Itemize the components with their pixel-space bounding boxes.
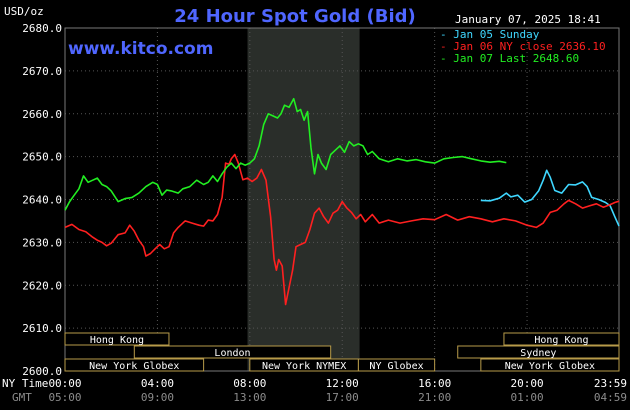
x-axis-ticks: 00:00 04:00 08:00 12:00 16:00 20:00 23:59 05:00… (48, 377, 627, 404)
x-tick-ny-label: 00:00 (48, 377, 81, 390)
trading-sessions: Hong Kong Hong Kong London Sydney New York G… (64, 332, 620, 372)
y-tick-label: 2680.0 (22, 22, 62, 35)
x-tick-ny-label: 16:00 (418, 377, 451, 390)
session-label: London (214, 348, 250, 359)
x-tick-gmt-label: 21:00 (418, 391, 451, 404)
session-label: New York Globex (89, 361, 179, 372)
y-axis-ticks: 2680.0 2670.0 2660.0 2650.0 2640.0 2630.0 2620… (22, 22, 62, 378)
x-tick-gmt-label: 04:59 (594, 391, 627, 404)
x-tick-gmt-label: 09:00 (141, 391, 174, 404)
legend: - Jan 05 Sunday- Jan 06 NY close 2636.10… (440, 28, 606, 65)
session-box (503, 332, 620, 346)
plot-area (64, 27, 620, 372)
x-axis-ny-label: NY Time (2, 377, 48, 390)
x-tick-ny-label: 08:00 (233, 377, 266, 390)
nymex-highlight-band (247, 28, 360, 371)
session-label: Hong Kong (534, 335, 588, 346)
legend-entry: - Jan 06 NY close 2636.10 (440, 40, 606, 53)
session-label: NY Globex (369, 361, 423, 372)
x-tick-gmt-label: 05:00 (48, 391, 81, 404)
y-tick-label: 2630.0 (22, 236, 62, 249)
series-line-2 (64, 153, 620, 306)
timestamp: January 07, 2025 18:41 (455, 13, 601, 26)
series-line-3 (64, 97, 507, 211)
series-lines (64, 97, 620, 306)
session-label: New York NYMEX (262, 361, 346, 372)
session-box (133, 345, 332, 359)
legend-entry: - Jan 07 Last 2648.60 (440, 52, 579, 65)
x-tick-ny-label: 20:00 (510, 377, 543, 390)
x-tick-gmt-label: 01:00 (510, 391, 543, 404)
x-axis-gmt-label: GMT (12, 391, 32, 404)
session-box (357, 358, 436, 372)
y-axis-label: USD/oz (4, 5, 44, 18)
y-tick-label: 2600.0 (22, 365, 62, 378)
session-label: Hong Kong (90, 335, 144, 346)
y-tick-label: 2610.0 (22, 322, 62, 335)
x-tick-gmt-label: 13:00 (233, 391, 266, 404)
x-tick-ny-label: 04:00 (141, 377, 174, 390)
chart-title: 24 Hour Spot Gold (Bid) (174, 6, 415, 27)
series-line-1 (480, 169, 620, 227)
session-box (457, 345, 620, 359)
y-tick-label: 2670.0 (22, 65, 62, 78)
y-tick-label: 2660.0 (22, 108, 62, 121)
website-label: www.kitco.com (68, 39, 213, 59)
x-tick-ny-label: 12:00 (326, 377, 359, 390)
x-tick-ny-label: 23:59 (594, 377, 627, 390)
y-tick-label: 2640.0 (22, 194, 62, 207)
session-box (480, 358, 620, 372)
session-label: New York Globex (505, 361, 595, 372)
session-box (64, 332, 170, 346)
y-tick-label: 2620.0 (22, 279, 62, 292)
session-box (64, 358, 205, 372)
legend-entry: - Jan 05 Sunday (440, 28, 540, 41)
y-tick-label: 2650.0 (22, 151, 62, 164)
session-label: Sydney (520, 348, 556, 359)
x-tick-gmt-label: 17:00 (326, 391, 359, 404)
